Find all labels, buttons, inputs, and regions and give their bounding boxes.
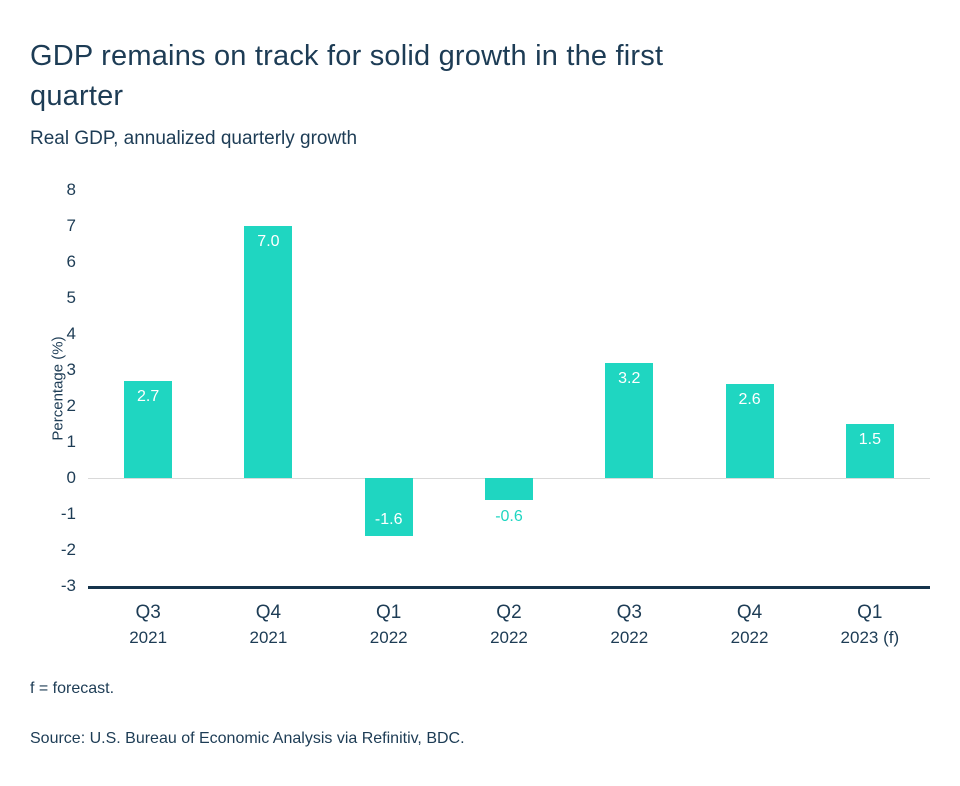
bar: 1.5 (845, 424, 894, 478)
bar: 7.0 (244, 226, 293, 478)
x-tick-label: Q1 2023 (f) (810, 600, 930, 650)
y-tick-label: -3 (60, 576, 76, 595)
bar-chart: Percentage (%) 8 7 6 5 4 3 2 1 0 -1 -2 -3 2.7 7.0 -1.6… (49, 180, 930, 650)
bar-value-label: 7.0 (257, 233, 280, 250)
x-tick-quarter: Q1 (857, 602, 883, 623)
bar-value-label: -1.6 (374, 510, 403, 528)
y-tick-label: 0 (66, 468, 76, 487)
bar: -1.6 (364, 478, 413, 536)
bar-value-label: 2.6 (738, 391, 761, 409)
x-tick-quarter: Q3 (616, 602, 642, 623)
x-tick-quarter: Q2 (496, 602, 522, 623)
y-tick-label: 3 (66, 360, 76, 379)
bar: 2.7 (124, 380, 173, 478)
forecast-footnote: f = forecast. (30, 680, 115, 697)
bar: 3.2 (605, 362, 654, 478)
x-tick-year: 2022 (730, 628, 769, 647)
x-tick-year: 2021 (249, 628, 288, 647)
x-axis-line (88, 586, 930, 589)
chart-title: GDP remains on track for solid growth in… (30, 40, 664, 112)
x-tick-label: Q3 2022 (569, 600, 689, 650)
y-tick-label: 4 (66, 324, 76, 343)
x-tick-label: Q4 2021 (208, 600, 328, 650)
y-tick-label: 8 (66, 180, 76, 199)
bar-value-label: 3.2 (618, 369, 641, 387)
y-tick-label: -2 (60, 540, 76, 559)
x-tick-label: Q2 2022 (449, 600, 569, 650)
y-tick-label: 7 (66, 216, 76, 235)
x-tick-year: 2021 (129, 628, 168, 647)
x-tick-quarter: Q3 (135, 602, 161, 623)
x-tick-year: 2023 (f) (840, 628, 900, 647)
bar-value-label: 2.7 (137, 387, 160, 405)
x-tick-label: Q1 2022 (329, 600, 449, 650)
x-tick-quarter: Q4 (736, 602, 763, 623)
bar (485, 478, 533, 500)
source-line: Source: U.S. Bureau of Economic Analysis… (30, 730, 465, 747)
y-axis-label: Percentage (%) (49, 336, 67, 441)
bar-value-label: 1.5 (858, 431, 881, 448)
bar: 2.6 (725, 384, 774, 478)
x-tick-quarter: Q4 (255, 602, 282, 623)
x-tick-label: Q3 2021 (88, 600, 208, 650)
bar-value-label: -0.6 (495, 507, 523, 525)
x-tick-quarter: Q1 (376, 602, 402, 623)
x-tick-year: 2022 (369, 628, 408, 647)
y-tick-label: 1 (66, 432, 76, 451)
chart-subtitle: Real GDP, annualized quarterly growth (30, 128, 358, 149)
y-tick-label: -1 (60, 504, 76, 523)
y-tick-label: 5 (66, 288, 76, 307)
y-tick-label: 2 (66, 396, 76, 415)
x-tick-year: 2022 (610, 628, 649, 647)
x-tick-year: 2022 (490, 628, 528, 647)
y-tick-label: 6 (66, 252, 76, 271)
x-tick-label: Q4 2022 (689, 600, 809, 650)
